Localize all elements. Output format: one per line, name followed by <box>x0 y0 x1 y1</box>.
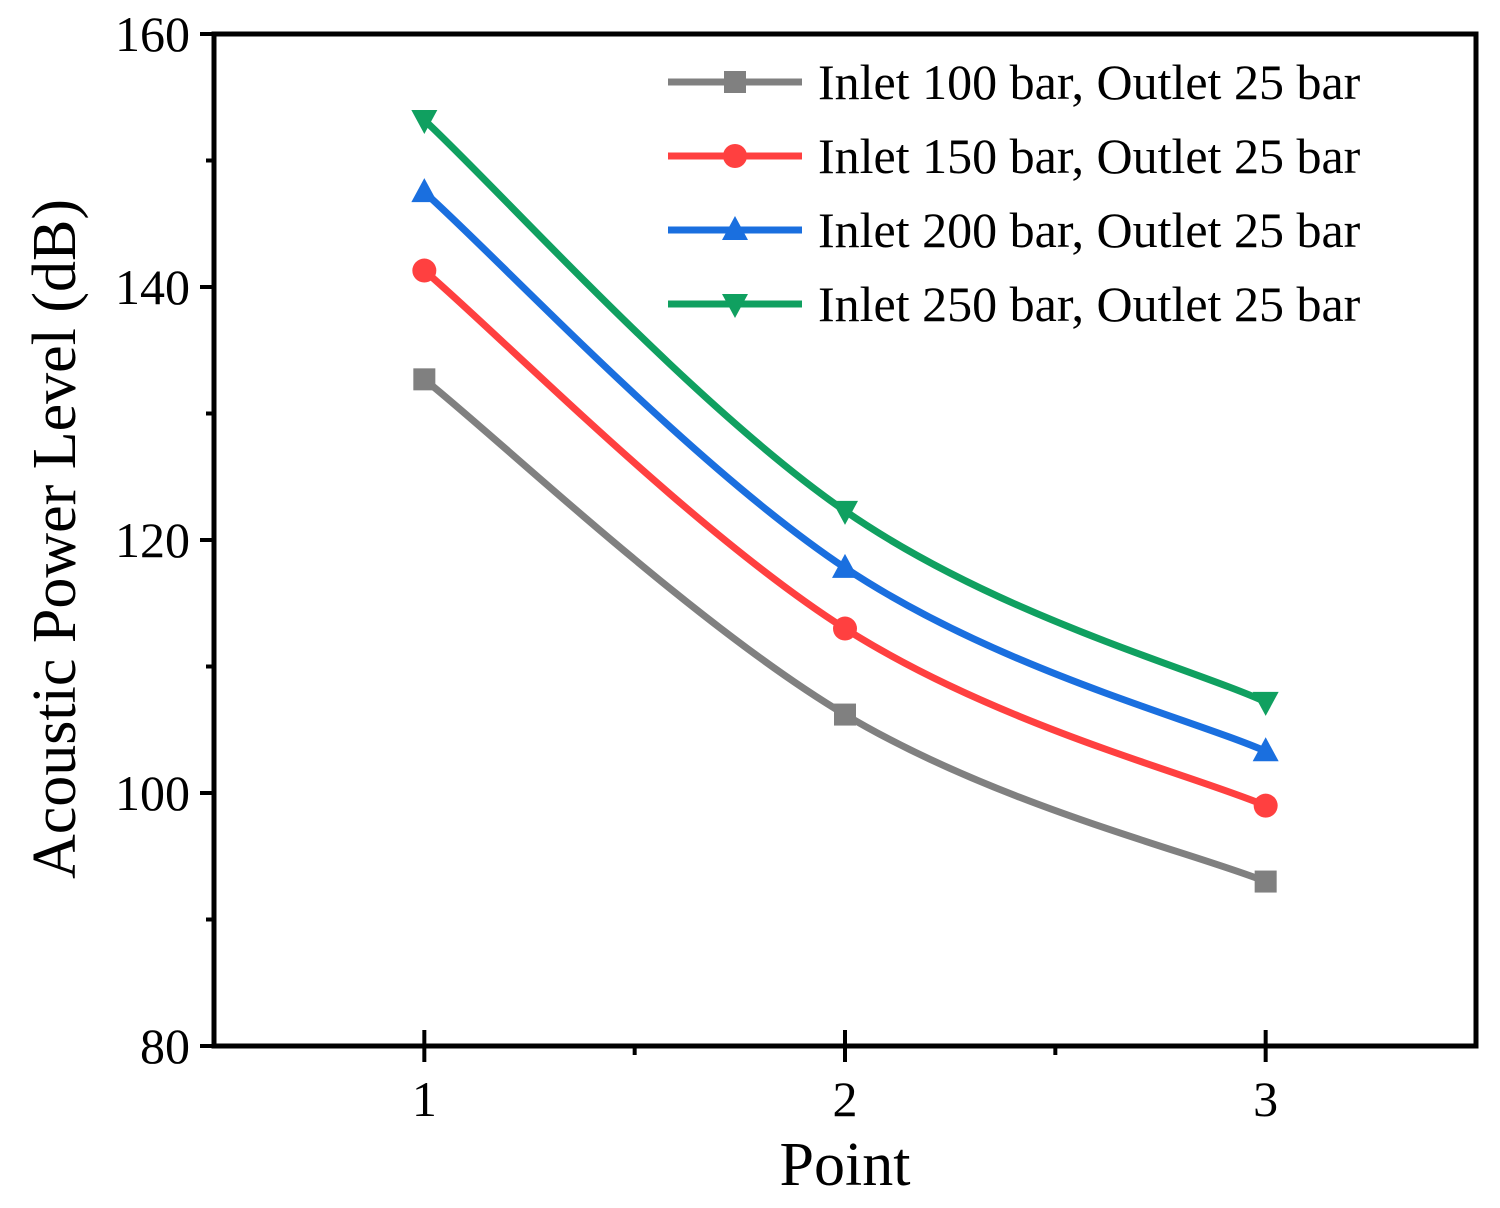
legend-label-4: Inlet 250 bar, Outlet 25 bar <box>818 276 1361 332</box>
plot-markers <box>411 110 1279 893</box>
series-2-point-3 <box>1253 793 1278 818</box>
series-4-point-1 <box>411 110 438 135</box>
series-1-point-3 <box>1254 870 1277 893</box>
series-1-point-2 <box>834 703 856 726</box>
series-1-point-1 <box>413 368 436 391</box>
y-tick-label: 140 <box>115 259 190 315</box>
x-tick-label: 2 <box>833 1071 858 1127</box>
legend-marker-4 <box>722 294 748 318</box>
series-2-point-2 <box>833 616 857 641</box>
legend: Inlet 100 bar, Outlet 25 bar Inlet 150 ba… <box>668 54 1361 332</box>
series-4-point-2 <box>832 500 858 525</box>
y-tick-label: 100 <box>115 765 190 821</box>
x-axis-title: Point <box>780 1131 911 1199</box>
x-tick-label: 1 <box>412 1071 437 1127</box>
series-3-point-3 <box>1252 737 1279 762</box>
legend-label-2: Inlet 150 bar, Outlet 25 bar <box>818 128 1361 184</box>
series-2-point-1 <box>412 258 437 283</box>
legend-label-1: Inlet 100 bar, Outlet 25 bar <box>818 54 1361 110</box>
legend-marker-3 <box>722 216 748 240</box>
series-3-point-1 <box>411 178 438 203</box>
legend-label-3: Inlet 200 bar, Outlet 25 bar <box>818 202 1361 258</box>
legend-marker-2 <box>723 144 747 168</box>
y-tick-label: 80 <box>140 1018 190 1074</box>
x-tick-label: 3 <box>1253 1071 1278 1127</box>
y-tick-label: 120 <box>115 512 190 568</box>
plot-frame <box>211 31 1479 1049</box>
legend-marker-1 <box>724 71 746 93</box>
y-axis-title: Acoustic Power Level (dB) <box>21 199 89 879</box>
series-3-point-2 <box>832 553 858 578</box>
y-tick-label: 160 <box>115 6 190 62</box>
axes: 80 100 120 140 160 1 2 3 <box>115 6 1479 1127</box>
series-4-point-3 <box>1252 691 1279 716</box>
